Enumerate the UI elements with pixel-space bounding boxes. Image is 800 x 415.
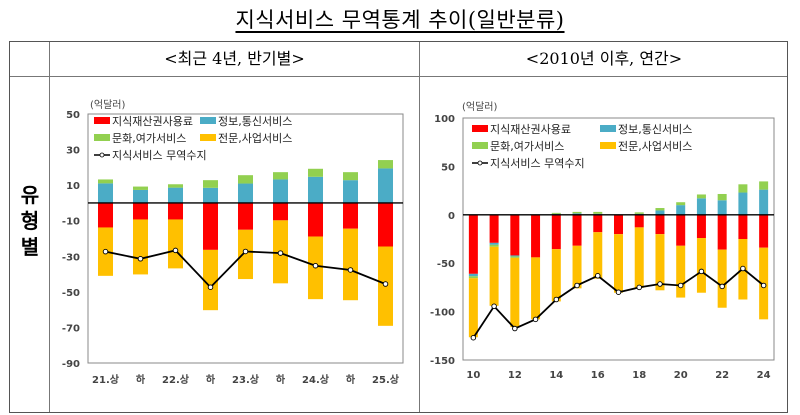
- row-label-char: 유: [20, 183, 40, 207]
- header-annual: <2010년 이후, 연간>: [525, 49, 683, 68]
- table-divider-middle: [419, 42, 420, 412]
- page-title: 지식서비스 무역통계 추이(일반분류): [235, 8, 565, 32]
- table-header-divider: [10, 76, 787, 77]
- row-label-char: 별: [20, 235, 40, 259]
- row-label-by-type: 유 형 별: [10, 182, 50, 260]
- header-half-yearly: <최근 4년, 반기별>: [164, 49, 305, 68]
- table-divider-label-column: [49, 42, 50, 412]
- layout-table: <최근 4년, 반기별> <2010년 이후, 연간> 유 형 별: [9, 41, 788, 413]
- row-label-char: 형: [20, 209, 40, 233]
